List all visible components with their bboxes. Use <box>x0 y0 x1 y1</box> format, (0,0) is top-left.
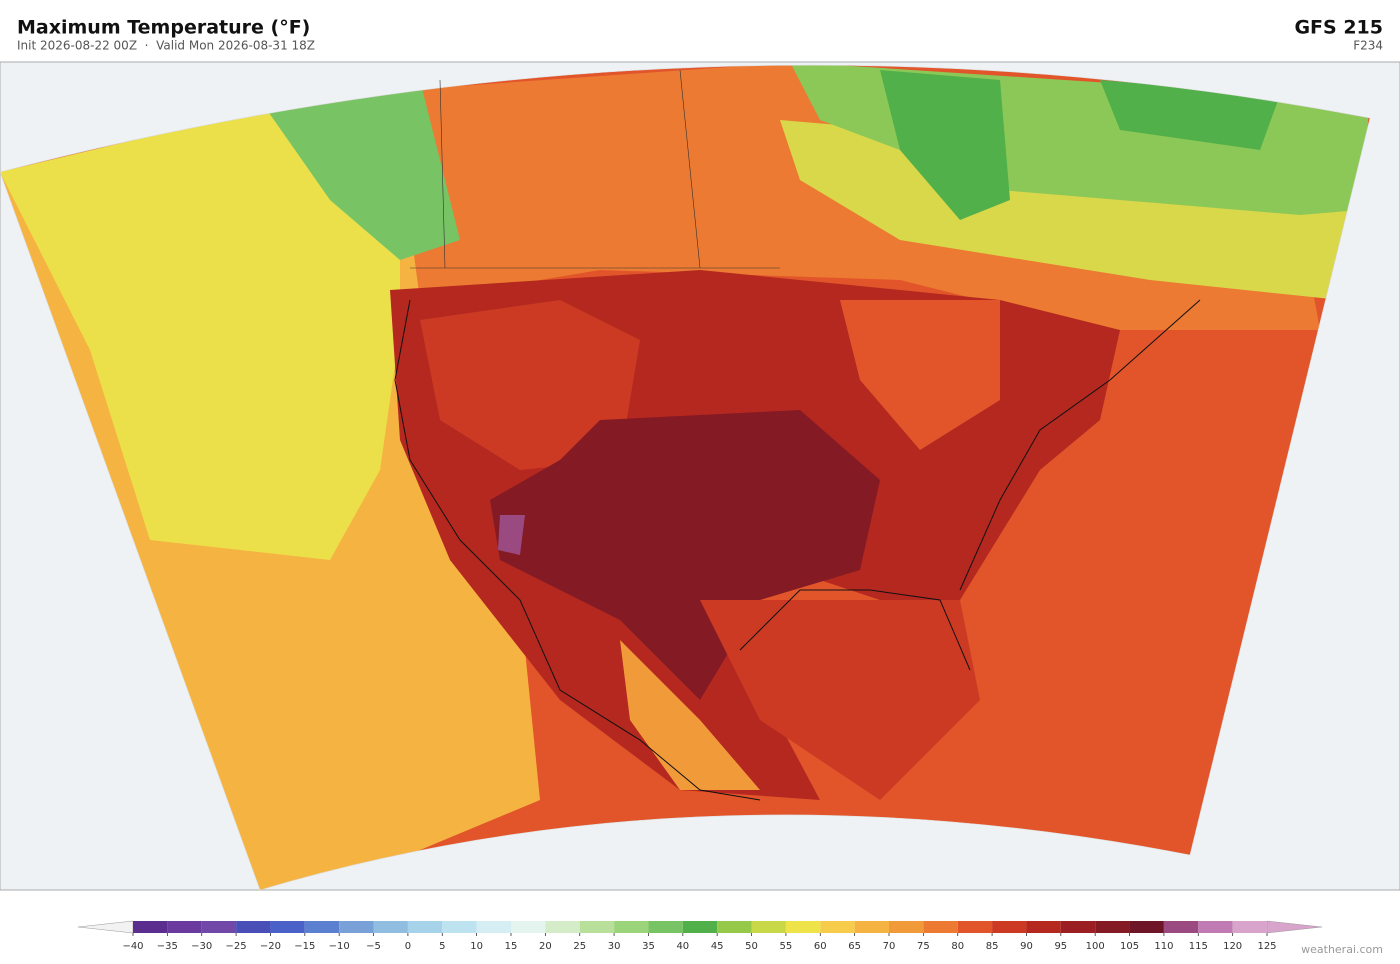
tick-label: 90 <box>1020 941 1033 952</box>
colorbar-bin <box>614 921 649 933</box>
model-label: GFS 215 <box>1294 17 1383 39</box>
colorbar-bin <box>785 921 821 933</box>
colorbar-under <box>77 920 134 934</box>
title: Maximum Temperature (°F) <box>17 17 310 39</box>
tick-label: 80 <box>951 941 964 952</box>
colorbar-bin <box>992 921 1027 933</box>
colorbar-bin <box>1129 921 1164 933</box>
borders <box>410 69 780 269</box>
tick-label: 75 <box>917 941 930 952</box>
tick-label: 25 <box>573 941 586 952</box>
tick-label: 110 <box>1154 941 1173 952</box>
colorbar-bin <box>270 921 305 933</box>
tick-label: −30 <box>191 941 212 952</box>
colorbar-bin <box>1198 921 1233 933</box>
colorbar-bin <box>236 921 271 933</box>
colorbar-bin <box>648 921 683 933</box>
subtitle: Init 2026-08-22 00Z · Valid Mon 2026-08-… <box>17 39 315 53</box>
colorbar-bin <box>545 921 580 933</box>
colorbar-bin <box>957 921 993 933</box>
tick-label: 120 <box>1223 941 1242 952</box>
forecast-hour: F234 <box>1353 39 1383 53</box>
tick-label: 30 <box>608 941 621 952</box>
tick-label: 85 <box>986 941 999 952</box>
tick-label: −25 <box>226 941 247 952</box>
tick-label: 10 <box>470 941 483 952</box>
colorbar-bin <box>167 921 202 933</box>
tick-label: 15 <box>505 941 518 952</box>
colorbar-bin <box>820 921 855 933</box>
colorbar-bin <box>1095 921 1130 933</box>
tick-label: 105 <box>1120 941 1139 952</box>
colorbar-bin <box>1232 921 1267 933</box>
colorbar-bin <box>889 921 924 933</box>
colorbar-bin <box>1163 921 1199 933</box>
tick-label: 35 <box>642 941 655 952</box>
tick-label: 115 <box>1189 941 1208 952</box>
colorbar-bin <box>923 921 958 933</box>
tick-label: −20 <box>260 941 281 952</box>
temperature-field <box>0 65 1370 891</box>
colorbar-bin <box>476 921 511 933</box>
tick-label: 100 <box>1086 941 1105 952</box>
tick-label: 45 <box>711 941 724 952</box>
tick-label: 50 <box>745 941 758 952</box>
tick-label: 60 <box>814 941 827 952</box>
tick-label: −5 <box>366 941 381 952</box>
colorbar-bin <box>304 921 340 933</box>
colorbar-over <box>1266 920 1323 934</box>
tick-label: 65 <box>848 941 861 952</box>
colorbar-bin <box>854 921 889 933</box>
tick-label: 95 <box>1054 941 1067 952</box>
colorbar-bin <box>373 921 408 933</box>
tick-label: 5 <box>439 941 445 952</box>
tick-label: −40 <box>122 941 143 952</box>
colorbar-bin <box>442 921 477 933</box>
colorbar-bin <box>511 921 546 933</box>
tick-label: −10 <box>329 941 350 952</box>
colorbar-bin <box>717 921 752 933</box>
tick-label: 125 <box>1257 941 1276 952</box>
colorbar-bin <box>407 921 443 933</box>
colorbar: −40 −35 −30 −25 −20 −15 −10 −5 0 5 10 15 20 25 30 35 40 4… <box>77 920 1323 952</box>
tick-label: 40 <box>676 941 689 952</box>
colorbar-bin <box>339 921 374 933</box>
tick-label: 70 <box>883 941 896 952</box>
tick-label: −15 <box>294 941 315 952</box>
colorbar-bin <box>1026 921 1061 933</box>
colorbar-bin <box>682 921 718 933</box>
tick-label: −35 <box>157 941 178 952</box>
credit: weatherai.com <box>1301 943 1383 956</box>
colorbar-bin <box>579 921 615 933</box>
tick-label: 20 <box>539 941 552 952</box>
coastline <box>394 299 1201 801</box>
colorbar-bin <box>751 921 786 933</box>
colorbar-bin <box>1060 921 1096 933</box>
colorbar-bin <box>133 921 168 933</box>
tick-label: 0 <box>405 941 411 952</box>
domain-outline <box>0 64 1371 891</box>
colorbar-bin <box>201 921 237 933</box>
tick-label: 55 <box>780 941 793 952</box>
